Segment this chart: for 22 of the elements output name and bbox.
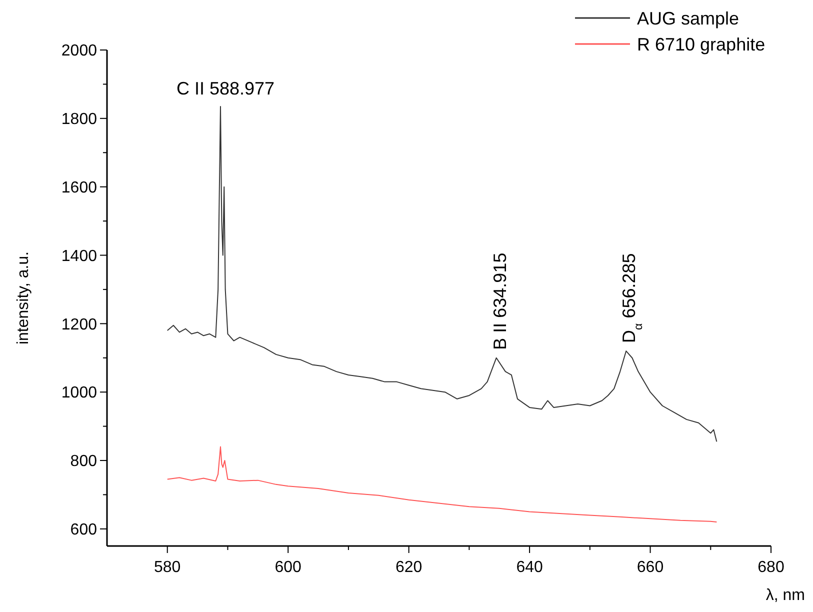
y-tick-label: 1800 xyxy=(61,111,98,128)
y-tick-label: 600 xyxy=(70,521,98,538)
x-tick-label: 620 xyxy=(395,559,422,576)
y-tick-label: 1400 xyxy=(61,248,98,265)
x-tick-label: 580 xyxy=(154,559,181,576)
line-series xyxy=(166,106,718,442)
y-tick-label: 1000 xyxy=(61,384,98,402)
x-axis-title: λ, nm xyxy=(766,587,805,604)
y-tick-label: 800 xyxy=(70,453,98,470)
x-tick-label: 600 xyxy=(274,559,302,576)
legend-label: AUG sample xyxy=(637,8,740,28)
annotation: C II 588.977 xyxy=(176,78,275,98)
x-tick-label: 680 xyxy=(758,559,784,576)
x-tick-label: 660 xyxy=(636,559,664,576)
annotation: B II 634.915 xyxy=(490,252,510,350)
y-tick-label: 1600 xyxy=(61,179,98,196)
x-tick-label: 640 xyxy=(516,559,543,576)
legend-label: R 6710 graphite xyxy=(637,34,766,54)
line-series xyxy=(166,446,718,523)
y-tick-label: 2000 xyxy=(61,42,98,60)
y-axis-title: intensity, a.u. xyxy=(15,251,32,345)
y-tick-label: 1200 xyxy=(61,316,98,334)
